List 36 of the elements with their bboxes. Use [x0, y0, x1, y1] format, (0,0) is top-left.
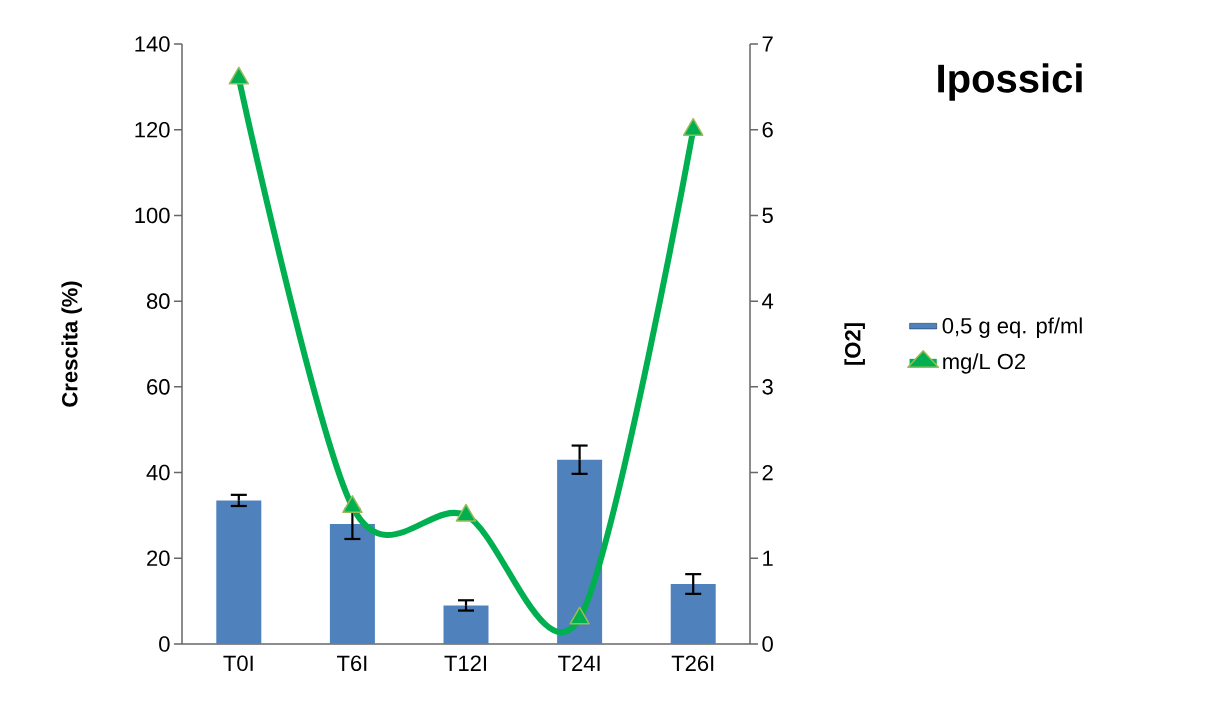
x-tick-label: T6I: [337, 655, 367, 672]
y2-tick-label: 1: [763, 550, 773, 566]
bar: [443, 605, 489, 644]
y2-tick-label: 2: [762, 464, 773, 481]
point: [342, 495, 363, 514]
y2-tick-label: 5: [762, 207, 773, 224]
x-tick-label: T24I: [558, 655, 600, 671]
bar: [216, 500, 262, 644]
x-tick-label: T26I: [671, 655, 714, 672]
legend-label: 0,5 g eq. pf/ml: [942, 317, 1082, 338]
y-tick-label: 40: [146, 464, 170, 481]
point: [569, 606, 590, 625]
y-tick-label: 120: [135, 121, 170, 138]
y2-tick-label: 0: [762, 636, 773, 652]
y2-tick-label: 6: [762, 121, 773, 138]
y-axis-title: Crescita (%): [61, 281, 82, 407]
y-tick-label: 0: [159, 636, 170, 652]
point: [455, 503, 477, 522]
y2-tick-label: 4: [762, 293, 774, 309]
y-tick-label: 140: [135, 36, 170, 52]
point: [228, 66, 250, 85]
y-tick-label: 80: [146, 293, 170, 309]
legend-label: mg/L O2: [943, 353, 1026, 374]
point: [682, 117, 704, 136]
y2-axis-title: [O2]: [844, 323, 865, 365]
text: Ipossici: [938, 63, 1082, 101]
bar: [670, 584, 716, 644]
x-tick-label: T0I: [223, 655, 253, 672]
y-tick-label: 60: [147, 379, 170, 395]
y-tick-label: 20: [147, 550, 170, 567]
bar: [557, 459, 603, 644]
y2-tick-label: 7: [762, 36, 773, 52]
bar: [329, 524, 375, 644]
y-tick-label: 100: [135, 207, 170, 224]
y2-tick-label: 3: [762, 379, 773, 395]
x-tick-label: T12I: [444, 655, 486, 671]
